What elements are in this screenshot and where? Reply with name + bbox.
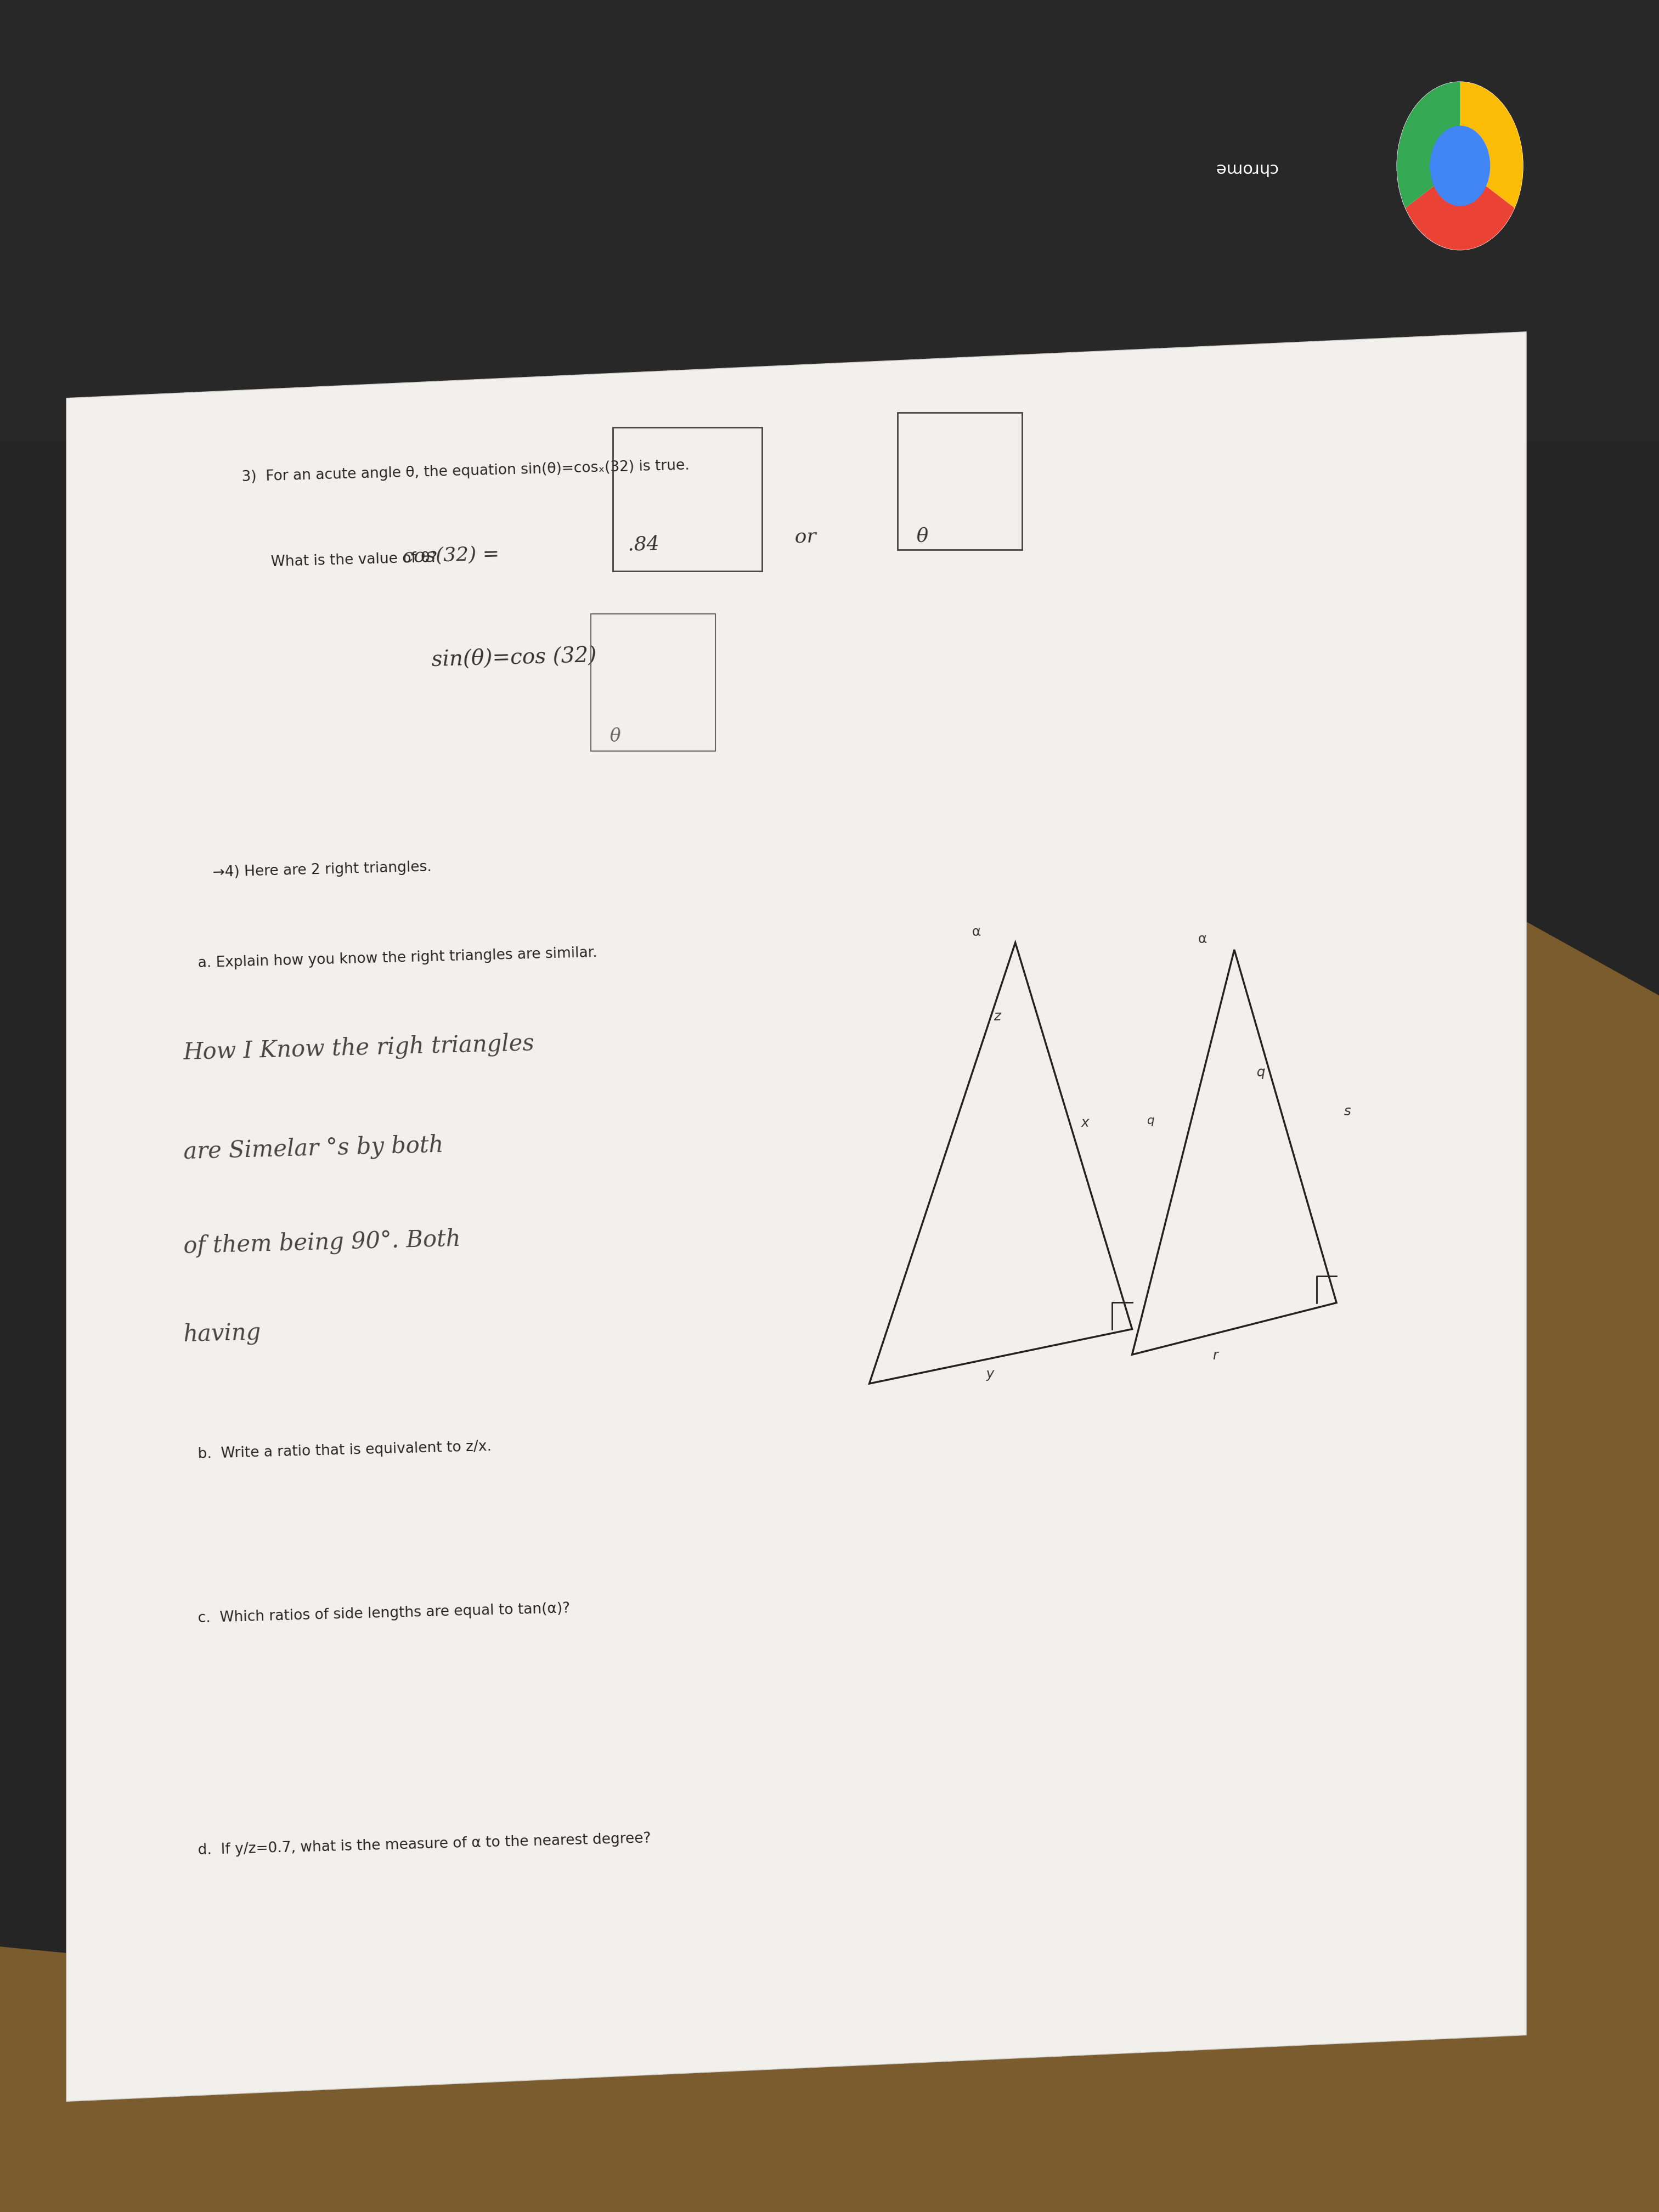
Text: z: z: [994, 1009, 1000, 1022]
Circle shape: [1397, 82, 1523, 250]
Text: a. Explain how you know the right triangles are similar.: a. Explain how you know the right triang…: [197, 947, 597, 971]
Text: q: q: [1146, 1115, 1155, 1126]
Text: →4) Here are 2 right triangles.: →4) Here are 2 right triangles.: [212, 860, 431, 880]
Text: α: α: [1198, 931, 1208, 945]
Text: 3)  For an acute angle θ, the equation sin(θ)=cosₓ(32) is true.: 3) For an acute angle θ, the equation si…: [242, 458, 690, 484]
Text: r: r: [1213, 1349, 1218, 1363]
Text: d.  If y/z=0.7, what is the measure of α to the nearest degree?: d. If y/z=0.7, what is the measure of α …: [197, 1832, 652, 1858]
Text: α: α: [972, 925, 980, 938]
Polygon shape: [0, 1947, 1659, 2212]
Wedge shape: [1405, 166, 1515, 250]
Text: or: or: [781, 526, 816, 546]
Text: c.  Which ratios of side lengths are equal to tan(α)?: c. Which ratios of side lengths are equa…: [197, 1601, 571, 1626]
Text: q: q: [1256, 1066, 1266, 1079]
Polygon shape: [0, 0, 1659, 442]
Text: y: y: [985, 1367, 994, 1380]
Text: chrome: chrome: [1214, 159, 1277, 177]
Text: θ: θ: [916, 526, 929, 546]
Text: How I Know the righ triangles: How I Know the righ triangles: [182, 1031, 536, 1064]
Circle shape: [1430, 126, 1490, 206]
Text: are Simelar °s by both: are Simelar °s by both: [182, 1135, 443, 1164]
Text: θ: θ: [609, 728, 620, 745]
Text: .84: .84: [620, 535, 665, 555]
Wedge shape: [1460, 82, 1523, 208]
Wedge shape: [1397, 82, 1460, 208]
Polygon shape: [66, 332, 1526, 2101]
Text: having: having: [182, 1321, 262, 1347]
Text: cos(32) =: cos(32) =: [401, 544, 499, 566]
Text: b.  Write a ratio that is equivalent to z/x.: b. Write a ratio that is equivalent to z…: [197, 1440, 491, 1462]
Text: sin(θ)=cos (32): sin(θ)=cos (32): [431, 646, 597, 670]
Text: What is the value of θ?: What is the value of θ?: [270, 551, 438, 568]
Text: of them being 90°. Both: of them being 90°. Both: [182, 1228, 461, 1259]
Polygon shape: [1460, 885, 1659, 2212]
Text: s: s: [1344, 1104, 1352, 1117]
Text: x: x: [1082, 1117, 1090, 1130]
